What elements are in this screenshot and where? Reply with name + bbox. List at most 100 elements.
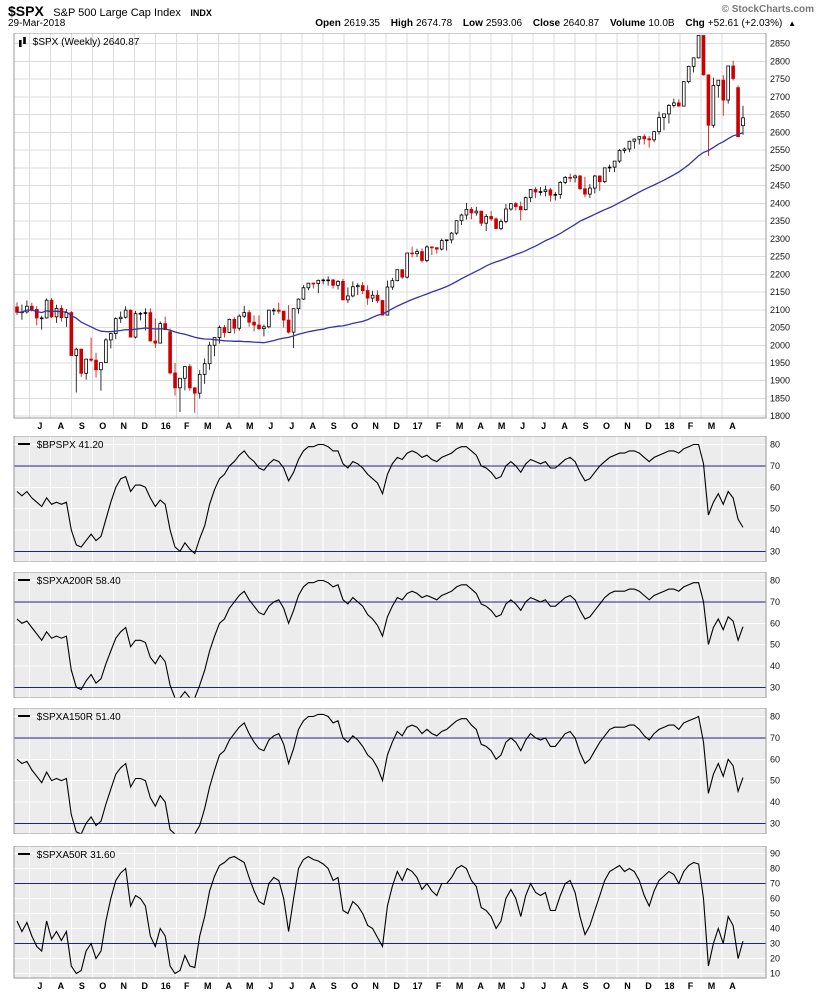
svg-text:N: N — [372, 421, 379, 431]
svg-text:80: 80 — [770, 712, 780, 722]
line-style-icon — [18, 715, 30, 718]
spxa50r-legend-label: $SPXA50R 31.60 — [36, 850, 116, 861]
svg-text:70: 70 — [770, 597, 780, 607]
svg-text:J: J — [268, 421, 273, 431]
svg-text:60: 60 — [770, 894, 780, 904]
low-label: Low — [462, 18, 483, 29]
svg-text:N: N — [121, 421, 128, 431]
line-style-icon — [18, 579, 30, 582]
main-legend-label: $SPX (Weekly) 2640.87 — [32, 37, 140, 49]
line-style-icon — [18, 853, 30, 856]
index-name: S&P 500 Large Cap Index — [53, 7, 181, 19]
svg-text:J: J — [541, 981, 546, 991]
svg-text:M: M — [246, 981, 254, 991]
svg-text:M: M — [708, 421, 716, 431]
svg-text:A: A — [58, 421, 65, 431]
exchange-label: INDX — [190, 8, 212, 18]
svg-text:A: A — [477, 421, 484, 431]
svg-text:10: 10 — [770, 969, 780, 979]
svg-text:2100: 2100 — [770, 305, 790, 315]
svg-text:A: A — [729, 981, 736, 991]
svg-text:N: N — [624, 981, 631, 991]
stockcharts-copyright: © StockCharts.com — [721, 4, 814, 15]
svg-text:16: 16 — [161, 421, 171, 431]
svg-text:2150: 2150 — [770, 287, 790, 297]
svg-text:2650: 2650 — [770, 110, 790, 120]
svg-text:M: M — [456, 421, 464, 431]
svg-text:2500: 2500 — [770, 163, 790, 173]
svg-text:30: 30 — [770, 682, 780, 692]
svg-text:O: O — [603, 981, 610, 991]
line-style-icon — [18, 443, 30, 446]
svg-text:60: 60 — [770, 482, 780, 492]
svg-text:80: 80 — [770, 864, 780, 874]
svg-text:2050: 2050 — [770, 323, 790, 333]
svg-text:F: F — [436, 981, 442, 991]
svg-text:17: 17 — [413, 981, 423, 991]
svg-text:40: 40 — [770, 797, 780, 807]
svg-text:S: S — [583, 981, 589, 991]
svg-text:A: A — [477, 981, 484, 991]
svg-text:17: 17 — [413, 421, 423, 431]
svg-text:J: J — [541, 421, 546, 431]
svg-text:2550: 2550 — [770, 145, 790, 155]
svg-text:A: A — [309, 421, 316, 431]
svg-text:M: M — [708, 981, 716, 991]
svg-text:2400: 2400 — [770, 198, 790, 208]
svg-text:F: F — [688, 981, 694, 991]
svg-text:18: 18 — [665, 421, 675, 431]
svg-text:A: A — [226, 981, 233, 991]
svg-text:70: 70 — [770, 461, 780, 471]
open-value: 2619.35 — [343, 18, 380, 29]
ohlc-quote-line: Open 2619.35 High 2674.78 Low 2593.06 Close… — [307, 18, 796, 29]
chart-date: 29-Mar-2018 — [8, 18, 66, 29]
svg-text:2750: 2750 — [770, 74, 790, 84]
spxa200r-legend: $SPXA200R 58.40 — [18, 576, 121, 587]
chart-header: $SPX S&P 500 Large Cap Index INDX — [8, 3, 212, 21]
svg-text:M: M — [204, 421, 212, 431]
svg-text:30: 30 — [770, 939, 780, 949]
svg-text:O: O — [99, 421, 106, 431]
chg-value: +52.61 (+2.03%) — [707, 18, 783, 29]
spxa200r-legend-label: $SPXA200R 58.40 — [36, 576, 121, 587]
svg-text:D: D — [142, 981, 149, 991]
svg-text:2850: 2850 — [770, 39, 790, 49]
svg-text:1900: 1900 — [770, 376, 790, 386]
svg-text:O: O — [99, 981, 106, 991]
svg-text:30: 30 — [770, 818, 780, 828]
svg-text:M: M — [498, 981, 506, 991]
svg-text:F: F — [688, 421, 694, 431]
svg-text:A: A — [226, 421, 233, 431]
svg-text:2300: 2300 — [770, 234, 790, 244]
close-value: 2640.87 — [563, 18, 600, 29]
svg-text:J: J — [37, 981, 42, 991]
svg-text:1850: 1850 — [770, 393, 790, 403]
svg-text:2700: 2700 — [770, 92, 790, 102]
main-chart-legend: $SPX (Weekly) 2640.87 — [18, 37, 139, 48]
svg-text:2600: 2600 — [770, 127, 790, 137]
svg-text:1800: 1800 — [770, 411, 790, 421]
svg-text:M: M — [498, 421, 506, 431]
svg-text:18: 18 — [665, 981, 675, 991]
svg-text:S: S — [79, 981, 85, 991]
svg-text:70: 70 — [770, 733, 780, 743]
svg-text:50: 50 — [770, 640, 780, 650]
svg-text:S: S — [331, 981, 337, 991]
svg-text:A: A — [561, 421, 568, 431]
spxa150r-legend-label: $SPXA150R 51.40 — [36, 712, 121, 723]
spxa50r-legend: $SPXA50R 31.60 — [18, 850, 115, 861]
change-up-arrow-icon: ▲ — [788, 19, 796, 28]
svg-text:A: A — [561, 981, 568, 991]
svg-text:D: D — [645, 421, 652, 431]
svg-text:50: 50 — [770, 504, 780, 514]
chg-label: Chg — [685, 18, 705, 29]
svg-text:N: N — [372, 981, 379, 991]
main-price-chart: 1800 1850 1900 1950 2000 2050 2100 2150 2200 2250… — [13, 33, 790, 431]
spxa50r-indicator-panel: 10 20 30 40 50 60 70 80 90 J A S O N D 16 F M A M J J A S O N D 17 F… — [13, 846, 780, 991]
spxa150r-legend: $SPXA150R 51.40 — [18, 712, 121, 723]
spxa200r-indicator-panel: 30 40 50 60 70 80 — [13, 572, 780, 698]
svg-text:S: S — [79, 421, 85, 431]
svg-text:F: F — [184, 421, 190, 431]
svg-text:40: 40 — [770, 661, 780, 671]
